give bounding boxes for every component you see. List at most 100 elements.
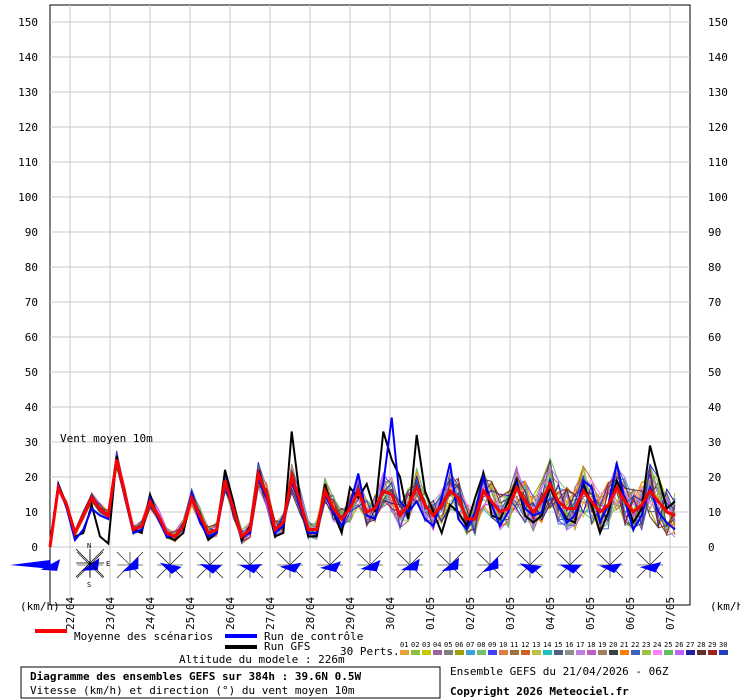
unit-left: (km/h) <box>20 600 60 613</box>
pert-legend-id: 27 <box>686 641 694 649</box>
copyright: Copyright 2026 Meteociel.fr <box>450 685 629 698</box>
chart-title: Diagramme des ensembles GEFS sur 384h : … <box>30 670 362 683</box>
wind-arrow-icon <box>159 562 182 575</box>
pert-legend-swatch <box>521 650 530 655</box>
legend-control-label: Run de contrôle <box>264 630 363 643</box>
x-tick-label: 23/04 <box>104 597 117 630</box>
pert-legend-id: 20 <box>609 641 617 649</box>
pert-legend-id: 22 <box>631 641 639 649</box>
y-tick-label-left: 0 <box>31 541 38 554</box>
y-tick-label-right: 70 <box>708 296 721 309</box>
x-tick-label: 05/05 <box>584 597 597 630</box>
pert-legend-id: 24 <box>653 641 661 649</box>
series-label: Vent moyen 10m <box>60 432 153 445</box>
y-tick-label-left: 120 <box>18 121 38 134</box>
wind-arrow-icon <box>319 561 342 573</box>
wind-arrow-icon <box>400 558 420 571</box>
wind-arrow-icon <box>199 564 222 574</box>
pert-legend-swatch <box>719 650 728 655</box>
pert-legend-swatch <box>510 650 519 655</box>
x-tick-label: 29/04 <box>344 597 357 630</box>
altitude-label: Altitude du modele : 226m <box>179 653 345 666</box>
pert-legend-swatch <box>576 650 585 655</box>
pert-legend-swatch <box>565 650 574 655</box>
x-tick-label: 04/05 <box>544 597 557 630</box>
pert-legend-id: 12 <box>521 641 529 649</box>
y-tick-label-left: 60 <box>25 331 38 344</box>
y-tick-label-left: 100 <box>18 191 38 204</box>
pert-legend-id: 21 <box>620 641 628 649</box>
y-tick-label-left: 20 <box>25 471 38 484</box>
pert-legend-swatch <box>620 650 629 655</box>
y-tick-label-right: 90 <box>708 226 721 239</box>
pert-legend-swatch <box>642 650 651 655</box>
legend-gfs-label: Run GFS <box>264 640 310 653</box>
pert-legend-id: 06 <box>455 641 463 649</box>
y-tick-label-right: 150 <box>708 16 728 29</box>
y-tick-label-left: 90 <box>25 226 38 239</box>
pert-legend-swatch <box>543 650 552 655</box>
pert-legend-id: 19 <box>598 641 606 649</box>
svg-text:N: N <box>87 542 91 550</box>
pert-legend-id: 03 <box>422 641 430 649</box>
y-axis-left: 0 10 20 30 40 50 60 70 80 90 100 110 120 130 140 150 <box>18 16 38 554</box>
pert-legend-id: 16 <box>565 641 573 649</box>
chart-subtitle: Vitesse (km/h) et direction (°) du vent … <box>30 684 355 697</box>
x-tick-label: 03/05 <box>504 597 517 630</box>
legend: Moyenne des scénarios Run de contrôle Ru… <box>35 629 728 666</box>
pert-legend-swatch <box>675 650 684 655</box>
pert-line-15 <box>49 460 676 548</box>
x-tick-label: 01/05 <box>424 597 437 630</box>
pert-legend-swatch <box>587 650 596 655</box>
pert-legend-swatch <box>411 650 420 655</box>
pert-legend-swatch <box>631 650 640 655</box>
y-tick-label-left: 50 <box>25 366 38 379</box>
y-tick-label-right: 130 <box>708 86 728 99</box>
x-tick-label: 26/04 <box>224 597 237 630</box>
y-tick-label-right: 120 <box>708 121 728 134</box>
x-tick-label: 22/04 <box>64 597 77 630</box>
pert-legend-id: 14 <box>543 641 551 649</box>
pert-legend-id: 10 <box>499 641 507 649</box>
pert-legend-swatch <box>422 650 431 655</box>
pert-legend-id: 26 <box>675 641 683 649</box>
y-tick-label-right: 100 <box>708 191 728 204</box>
pert-legend-id: 30 <box>719 641 727 649</box>
pert-legend-swatch <box>554 650 563 655</box>
pert-legend-swatch <box>686 650 695 655</box>
pert-legend-swatch <box>609 650 618 655</box>
pert-legend-id: 09 <box>488 641 496 649</box>
wind-arrow-icon <box>441 557 459 572</box>
y-tick-label-right: 0 <box>708 541 715 554</box>
pert-legend-id: 17 <box>576 641 584 649</box>
wind-arrow-icon <box>482 556 499 573</box>
pert-legend-swatch <box>433 650 442 655</box>
x-axis: 22/04 23/04 24/04 25/04 26/04 27/04 28/04 29/04… <box>64 597 677 630</box>
pert-legend-id: 15 <box>554 641 562 649</box>
pert-legend-swatch <box>664 650 673 655</box>
y-tick-label-right: 40 <box>708 401 721 414</box>
pert-legend-id: 08 <box>477 641 485 649</box>
wind-arrow-icon <box>10 560 52 569</box>
y-axis-right: 0 10 20 30 40 50 60 70 80 90 100 110 120 130 140 150 <box>708 16 728 554</box>
pert-legend-swatch <box>499 650 508 655</box>
pert-legend-swatch <box>598 650 607 655</box>
pert-legend-swatch <box>697 650 706 655</box>
pert-legend-swatch <box>532 650 541 655</box>
wind-arrow-icon <box>559 564 582 574</box>
x-tick-label: 28/04 <box>304 597 317 630</box>
wind-arrow-icon <box>639 561 662 573</box>
pert-legend-swatch <box>477 650 486 655</box>
y-tick-label-left: 140 <box>18 51 38 64</box>
pert-legend-id: 18 <box>587 641 595 649</box>
pert-legend-id: 05 <box>444 641 452 649</box>
pert-legend-id: 02 <box>411 641 419 649</box>
pert-legend-id: 25 <box>664 641 672 649</box>
pert-legend-swatch <box>708 650 717 655</box>
title-box <box>20 666 441 699</box>
pert-legend-id: 13 <box>532 641 540 649</box>
y-tick-label-right: 50 <box>708 366 721 379</box>
x-tick-label: 07/05 <box>664 597 677 630</box>
y-tick-label-left: 10 <box>25 506 38 519</box>
